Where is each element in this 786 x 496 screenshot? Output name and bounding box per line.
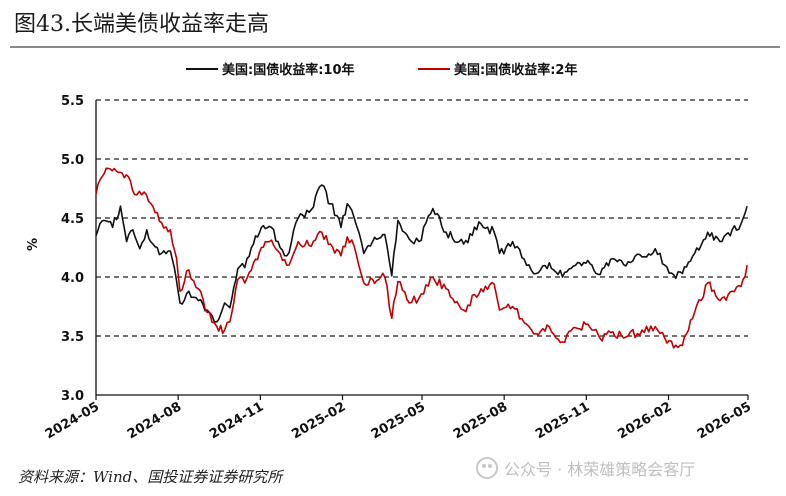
y-tick-label: 3.0 [61,389,84,404]
grid-lines [96,99,748,337]
y-tick-label: 4.0 [61,271,84,286]
x-tick-label: 2024-11 [207,399,266,442]
y-tick-label: 4.5 [61,212,84,227]
x-tick-label: 2024-08 [125,399,184,442]
legend-label: 美国:国债收益率:2年 [454,62,577,78]
watermark: 公众号 · 林荣雄策略会客厅 [476,456,695,480]
y-tick-label: 3.5 [61,330,84,345]
y-tick-label: 5.5 [61,94,84,109]
legend-label: 美国:国债收益率:10年 [222,62,355,78]
source-note: 资料来源：Wind、国投证券证券研究所 [18,468,283,486]
axes [95,100,749,400]
x-tick-label: 2026-05 [695,399,754,442]
y-tick-labels: 3.0 3.5 4.0 4.5 5.0 5.5 [61,94,84,404]
y-tick-label: 5.0 [61,153,84,168]
x-tick-labels: 2024-05 2024-08 2024-11 2025-02 2025-05 2025-… [43,399,754,442]
wechat-icon [476,457,498,479]
x-tick-label: 2026-02 [615,399,674,442]
series-line-10y [95,184,748,323]
title-divider [10,46,780,48]
watermark-text: 公众号 · 林荣雄策略会客厅 [504,460,696,479]
x-tick-label: 2025-05 [369,399,428,442]
series-line-2y [95,167,748,349]
y-axis-label: % [26,238,41,251]
series-lines [95,167,748,349]
x-tick-label: 2025-11 [533,399,592,442]
x-tick-label: 2025-08 [451,399,510,442]
legend: 美国:国债收益率:10年 美国:国债收益率:2年 [186,62,577,78]
figure-title: 图43.长端美债收益率走高 [14,12,269,37]
x-tick-label: 2024-05 [43,399,102,442]
x-tick-label: 2025-02 [289,399,348,442]
